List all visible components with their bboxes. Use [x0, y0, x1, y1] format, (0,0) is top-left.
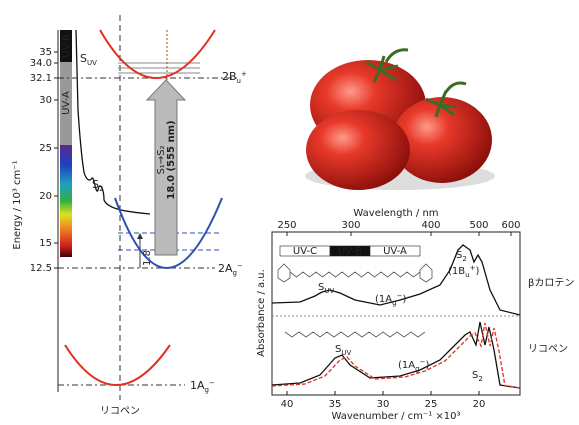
label-base: (1A [375, 294, 392, 305]
label-sub: u [465, 271, 469, 279]
band-label: UV-B [61, 34, 72, 58]
tick-label: 12.5 [30, 263, 52, 274]
label-sub: UV [87, 59, 97, 67]
bottom-tick-label: 40 [281, 399, 294, 410]
molecule-name: βカロテン [528, 277, 574, 289]
state-label: 2Bu+ [222, 70, 247, 85]
state-label: S2 [92, 178, 103, 193]
label-base: S [92, 178, 99, 191]
label-tail: ) [425, 360, 429, 371]
tick-label: 25 [39, 143, 52, 154]
label-sub: UV [324, 287, 334, 295]
label-sup: + [241, 70, 247, 78]
visible-band [60, 145, 72, 257]
curve [100, 30, 215, 78]
label-sub: g [205, 386, 209, 394]
top-tick-label: 500 [469, 220, 488, 231]
axis-label: Wavelength / nm [353, 208, 438, 219]
tick-label: 15 [39, 238, 52, 249]
label-base: 1A [190, 379, 205, 392]
bottom-tick-label: 25 [425, 399, 438, 410]
label-base: (1B [448, 266, 465, 277]
small-gap: 1.8 [142, 250, 153, 266]
state-label: 2Ag− [218, 262, 243, 277]
axis-label: Energy / 10³ cm⁻¹ [12, 160, 23, 249]
label-base: S [80, 52, 87, 65]
label-base: 2B [222, 70, 237, 83]
label-base: 2A [218, 262, 233, 275]
label-base: (1A [398, 360, 415, 371]
curve [290, 272, 420, 277]
label-tail: ) [402, 294, 406, 305]
label-sub: 2 [99, 185, 103, 193]
label-sub: 2 [462, 255, 466, 263]
label-sub: g [392, 299, 396, 307]
label-sup: − [237, 262, 243, 270]
state-label: 1Ag− [190, 379, 215, 394]
state-label: SUV [80, 52, 97, 67]
ring [278, 264, 290, 282]
tick-label: 30 [39, 95, 52, 106]
state-label: S2 [472, 370, 483, 383]
bottom-tick-label: 30 [377, 399, 390, 410]
bottom-tick-label: 20 [473, 399, 486, 410]
tick-label: 35 [39, 47, 52, 58]
molecule-name: リコペン [100, 406, 140, 417]
label-sub: g [415, 365, 419, 373]
state-label: SUV [335, 344, 351, 357]
bottom-tick-label: 35 [329, 399, 342, 410]
uv-band-label: UV-C [293, 246, 317, 257]
label-sub: g [233, 269, 237, 277]
ring [420, 264, 432, 282]
top-tick-label: 600 [501, 220, 520, 231]
tick-label: 20 [39, 191, 52, 202]
top-tick-label: 250 [277, 220, 296, 231]
figure: UV-BUV-A3534.032.13025201512.5Energy / 1… [0, 0, 579, 421]
axis-label: Wavenumber / cm⁻¹ ×10³ [331, 411, 460, 421]
uv-band-label: UV-A [383, 246, 407, 257]
tick-label: 32.1 [30, 73, 52, 84]
state-label: (1Ag−) [398, 358, 429, 373]
tick-label: 34.0 [30, 58, 52, 69]
energy-gap: 18.0 (555 nm) [166, 120, 177, 199]
label-sub: u [237, 77, 241, 85]
top-tick-label: 300 [341, 220, 360, 231]
uv-band-label: UV-B [338, 246, 362, 257]
state-label: S2 [456, 250, 467, 263]
label-tail: ) [475, 266, 479, 277]
state-label: (1Ag−) [375, 292, 406, 307]
molecule-name: リコペン [528, 344, 568, 355]
tomato-photo [305, 50, 495, 190]
label-sub: UV [341, 349, 351, 357]
label-sub: 2 [478, 375, 482, 383]
axis-label: Absorbance / a.u. [256, 269, 267, 357]
curve [285, 332, 425, 337]
curve [76, 30, 150, 214]
label-sup: − [209, 379, 215, 387]
curve [65, 345, 170, 385]
band-label: UV-A [61, 91, 72, 115]
top-tick-label: 400 [421, 220, 440, 231]
state-label: (1Bu+) [448, 264, 479, 279]
